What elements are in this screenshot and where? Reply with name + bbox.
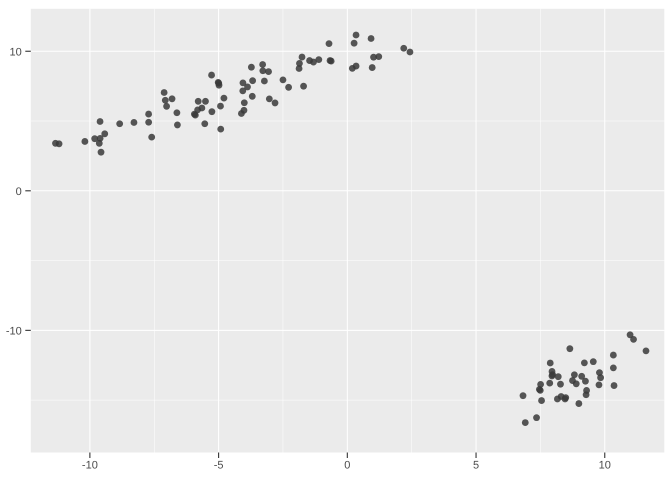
- svg-text:10: 10: [599, 460, 611, 472]
- svg-text:10: 10: [10, 46, 22, 58]
- svg-text:-10: -10: [6, 325, 22, 337]
- svg-text:0: 0: [16, 186, 22, 198]
- svg-text:0: 0: [344, 460, 350, 472]
- svg-text:5: 5: [473, 460, 479, 472]
- svg-text:-5: -5: [214, 460, 224, 472]
- svg-text:-10: -10: [82, 460, 98, 472]
